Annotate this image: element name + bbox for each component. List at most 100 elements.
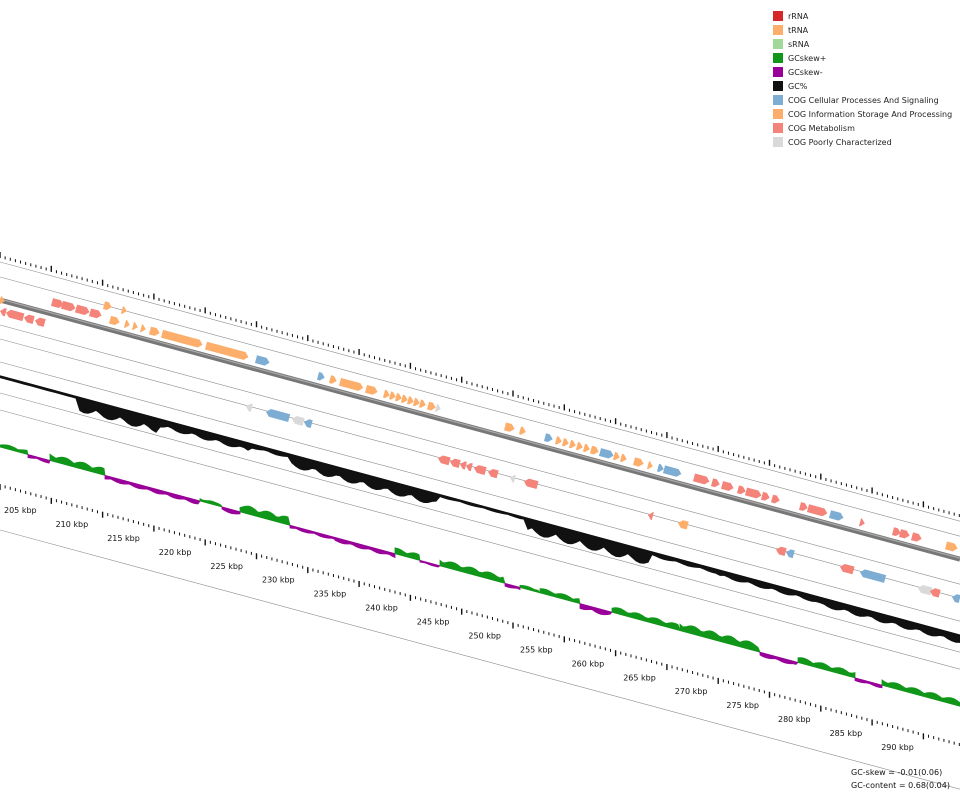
gene-feature <box>316 371 325 381</box>
gene-feature <box>744 487 762 499</box>
gene-feature <box>786 549 795 559</box>
legend-swatch <box>773 25 783 35</box>
axis-tick-label: 210 kbp <box>56 520 89 529</box>
gene-feature <box>388 391 396 400</box>
gene-feature <box>776 546 787 556</box>
axis-tick-label: 245 kbp <box>417 618 450 627</box>
legend-swatch <box>773 109 783 119</box>
gene-feature <box>554 436 562 445</box>
position-axis-labels: 205 kbp 210 kbp 215 kbp 220 kbp 225 kbp 230 k… <box>4 506 914 752</box>
legend-swatch <box>773 11 783 21</box>
gene-feature <box>619 453 627 463</box>
gc-skew-positive <box>0 444 29 456</box>
gene-feature <box>524 478 539 489</box>
legend-label: COG Information Storage And Processing <box>788 109 953 119</box>
gene-feature <box>254 355 270 366</box>
legend-swatch <box>773 95 783 105</box>
gene-feature <box>503 422 515 432</box>
gene-feature <box>648 512 654 521</box>
gene-feature <box>760 491 770 501</box>
gene-feature <box>450 458 461 468</box>
gene-feature <box>123 319 130 328</box>
gc-skew-negative <box>854 677 883 689</box>
axis-tick-label: 250 kbp <box>468 631 501 640</box>
gene-feature <box>589 445 599 455</box>
position-axis <box>0 484 960 747</box>
gene-feature <box>88 308 102 319</box>
gene-feature <box>510 474 516 483</box>
gene-feature <box>944 541 958 552</box>
gene-feature <box>488 468 499 479</box>
gc-skew-stat: GC-skew = -0.01(0.06) <box>851 768 943 777</box>
gene-feature <box>646 461 653 470</box>
gene-feature <box>35 317 46 327</box>
legend-swatch <box>773 67 783 77</box>
backbone-highlight <box>0 298 960 559</box>
axis-tick-label: 255 kbp <box>520 645 553 654</box>
axis-tick-label: 285 kbp <box>830 729 863 738</box>
legend-label: rRNA <box>788 11 809 21</box>
gene-feature <box>438 455 451 466</box>
gc-skew-negative <box>759 651 799 665</box>
gene-feature <box>0 296 5 305</box>
legend-label: GCskew- <box>788 67 823 77</box>
gene-feature <box>582 443 590 453</box>
gene-feature <box>292 416 305 426</box>
legend-item: GC% <box>773 79 952 93</box>
outer-tick-ring <box>0 252 960 518</box>
gene-feature <box>952 594 960 603</box>
gc-skew-negative <box>289 524 336 541</box>
gene-feature <box>736 485 746 495</box>
gc-skew-positive <box>239 505 291 526</box>
axis-tick-label: 260 kbp <box>572 659 605 668</box>
gene-feature <box>678 520 689 530</box>
gc-skew-negative <box>27 454 51 464</box>
gene-feature <box>382 389 390 399</box>
gene-feature <box>632 457 644 467</box>
gene-feature <box>798 502 808 511</box>
gene-feature <box>568 440 576 449</box>
axis-tick-label: 215 kbp <box>107 534 140 543</box>
gene-feature <box>204 341 249 360</box>
gc-skew-positive <box>49 453 106 476</box>
gene-feature <box>139 324 146 333</box>
gene-feature <box>806 504 828 517</box>
axis-tick-label: 275 kbp <box>726 701 759 710</box>
gene-feature <box>246 403 253 412</box>
gene-feature <box>406 396 414 405</box>
gene-feature <box>304 419 313 429</box>
gene-feature <box>518 426 526 435</box>
legend-label: COG Poorly Characterized <box>788 137 892 147</box>
axis-tick-label: 230 kbp <box>262 576 295 585</box>
gene-feature <box>434 403 441 412</box>
gc-skew-positive <box>679 623 761 653</box>
gene-feature <box>598 448 614 459</box>
gene-feature <box>710 478 720 488</box>
legend-label: GCskew+ <box>788 53 827 63</box>
track-guide-line <box>0 392 960 653</box>
gene-feature <box>858 518 865 527</box>
gene-feature <box>918 585 933 596</box>
gene-feature <box>364 384 378 395</box>
track-guide-line <box>0 529 960 790</box>
genome-backbone <box>0 297 960 562</box>
gc-skew-negative <box>419 559 441 568</box>
axis-tick-label: 290 kbp <box>881 743 914 752</box>
gene-feature <box>426 401 436 411</box>
axis-tick-label: 240 kbp <box>365 604 398 613</box>
gene-feature <box>160 329 203 348</box>
gene-feature <box>338 377 364 391</box>
gc-skew-negative <box>221 506 241 515</box>
gene-feature <box>612 451 620 461</box>
gene-feature <box>828 510 844 521</box>
legend-item: tRNA <box>773 23 952 37</box>
axis-tick-label: 270 kbp <box>675 687 708 696</box>
gene-feature <box>770 494 780 504</box>
gene-feature <box>50 298 64 308</box>
gene-feature <box>898 529 910 539</box>
legend-label: COG Cellular Processes And Signaling <box>788 95 939 105</box>
gene-feature <box>692 473 710 485</box>
gc-skew-positive <box>439 559 506 584</box>
legend-label: sRNA <box>788 39 810 49</box>
